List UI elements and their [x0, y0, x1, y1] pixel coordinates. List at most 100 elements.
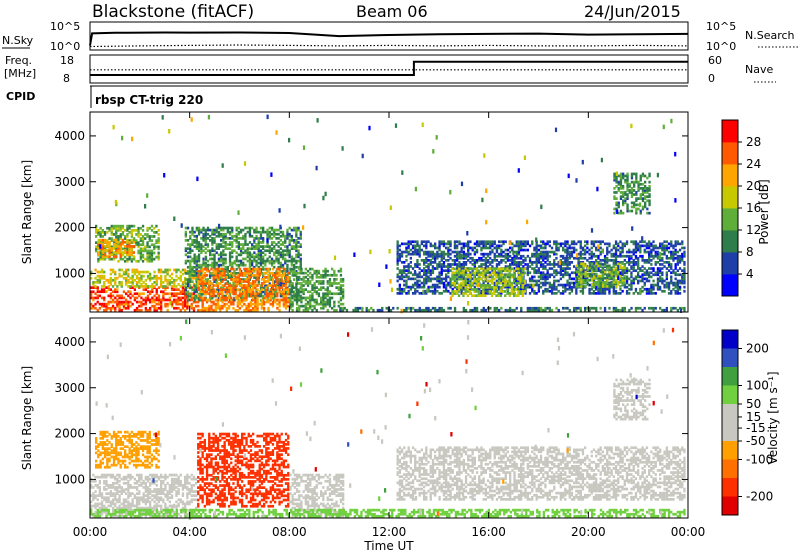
data-cell — [129, 281, 132, 284]
data-cell — [590, 254, 593, 258]
data-cell — [581, 292, 585, 295]
data-cell — [108, 257, 111, 261]
data-cell — [575, 292, 578, 295]
data-cell — [211, 228, 214, 232]
data-cell — [462, 287, 465, 291]
data-cell — [619, 273, 622, 277]
data-cell — [342, 302, 345, 306]
data-cell — [281, 243, 285, 246]
data-cell — [650, 275, 653, 279]
data-cell — [230, 267, 233, 271]
data-cell — [265, 294, 268, 298]
data-cell — [170, 281, 174, 284]
data-cell — [306, 284, 310, 287]
data-cell — [249, 282, 253, 285]
data-cell — [242, 245, 245, 248]
data-cell — [630, 267, 633, 270]
data-cell — [228, 232, 232, 236]
data-cell — [445, 273, 448, 277]
data-cell — [280, 275, 283, 279]
data-cell — [252, 269, 255, 273]
data-cell — [293, 265, 296, 269]
data-cell — [269, 294, 272, 298]
data-cell — [273, 282, 276, 286]
data-cell — [453, 250, 457, 254]
data-cell — [512, 273, 516, 277]
data-cell — [109, 281, 112, 284]
data-cell — [676, 259, 679, 262]
data-cell — [231, 237, 234, 240]
data-cell — [281, 241, 285, 244]
data-cell — [94, 306, 97, 310]
data-cell — [581, 275, 585, 279]
data-cell — [436, 275, 439, 279]
data-cell — [148, 239, 151, 242]
data-cell — [255, 247, 258, 250]
data-cell — [112, 241, 116, 244]
data-cell — [279, 261, 282, 265]
data-cell — [204, 232, 207, 236]
data-cell — [191, 267, 194, 271]
data-cell — [528, 256, 532, 260]
data-cell — [299, 294, 302, 298]
data-cell — [257, 253, 260, 257]
data-cell — [606, 283, 609, 287]
data-cell — [129, 292, 132, 296]
data-cell — [306, 306, 310, 310]
data-cell — [455, 275, 458, 279]
data-cell — [119, 224, 122, 228]
data-cell — [155, 278, 158, 282]
data-cell — [457, 273, 461, 277]
data-cell — [489, 250, 492, 254]
data-cell — [322, 298, 325, 302]
data-cell — [277, 251, 280, 255]
data-cell — [241, 273, 244, 277]
data-cell — [256, 300, 259, 304]
data-cell — [490, 267, 494, 271]
data-cell — [222, 278, 225, 281]
data-cell — [300, 286, 303, 289]
data-cell — [486, 269, 489, 273]
data-cell — [271, 267, 275, 271]
data-cell — [189, 237, 192, 240]
data-cell — [282, 300, 285, 304]
data-cell — [546, 277, 549, 281]
data-cell — [493, 240, 496, 244]
data-cell — [524, 287, 527, 291]
data-cell — [141, 239, 145, 242]
data-cell — [254, 302, 257, 306]
data-cell — [555, 240, 558, 244]
data-cell — [244, 239, 247, 242]
data-cell — [204, 288, 207, 292]
data-cell — [623, 283, 626, 287]
data-cell — [573, 285, 576, 289]
data-cell — [584, 256, 587, 260]
data-cell — [306, 273, 310, 277]
data-cell — [100, 276, 104, 280]
data-cell — [210, 282, 213, 285]
data-cell — [224, 282, 227, 286]
data-cell — [546, 254, 549, 258]
data-cell — [553, 275, 556, 279]
data-cell — [455, 269, 458, 273]
data-cell — [427, 254, 430, 258]
data-cell — [201, 284, 204, 287]
data-cell — [287, 288, 290, 291]
data-cell — [590, 273, 593, 277]
data-cell — [106, 231, 109, 234]
data-cell — [478, 259, 481, 262]
data-cell — [617, 261, 620, 264]
data-cell — [440, 254, 443, 258]
data-cell — [291, 267, 294, 271]
data-cell — [295, 300, 299, 304]
data-cell — [195, 239, 198, 242]
data-cell — [544, 267, 547, 270]
data-cell — [449, 263, 452, 266]
data-cell — [224, 294, 227, 298]
data-cell — [259, 234, 263, 238]
data-cell — [648, 275, 651, 279]
data-cell — [232, 278, 235, 281]
data-cell — [144, 245, 147, 249]
data-cell — [500, 254, 503, 258]
data-cell — [227, 300, 231, 304]
